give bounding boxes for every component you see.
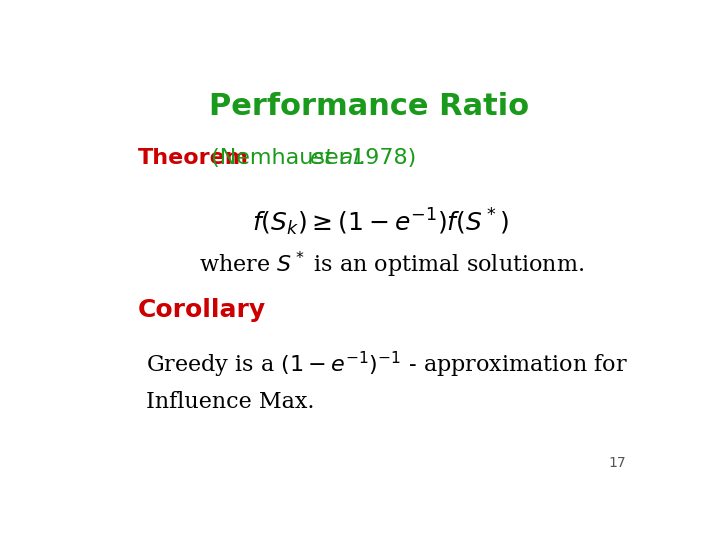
Text: Influence Max.: Influence Max. <box>145 391 315 413</box>
Text: $f(S_k) \geq (1-e^{-1})f(S^*)$: $f(S_k) \geq (1-e^{-1})f(S^*)$ <box>252 206 508 238</box>
Text: Greedy is a $(1-e^{-1})^{-1}$ - approximation for: Greedy is a $(1-e^{-1})^{-1}$ - approxim… <box>145 349 628 380</box>
Text: 17: 17 <box>608 456 626 470</box>
Text: (Nemhauser: (Nemhauser <box>204 148 356 168</box>
Text: 1978): 1978) <box>344 148 416 168</box>
Text: Performance Ratio: Performance Ratio <box>209 92 529 121</box>
Text: Theorem: Theorem <box>138 148 248 168</box>
Text: et al.: et al. <box>310 148 367 168</box>
Text: where $S^*$ is an optimal solutionm.: where $S^*$ is an optimal solutionm. <box>199 250 584 280</box>
Text: Corollary: Corollary <box>138 298 266 322</box>
